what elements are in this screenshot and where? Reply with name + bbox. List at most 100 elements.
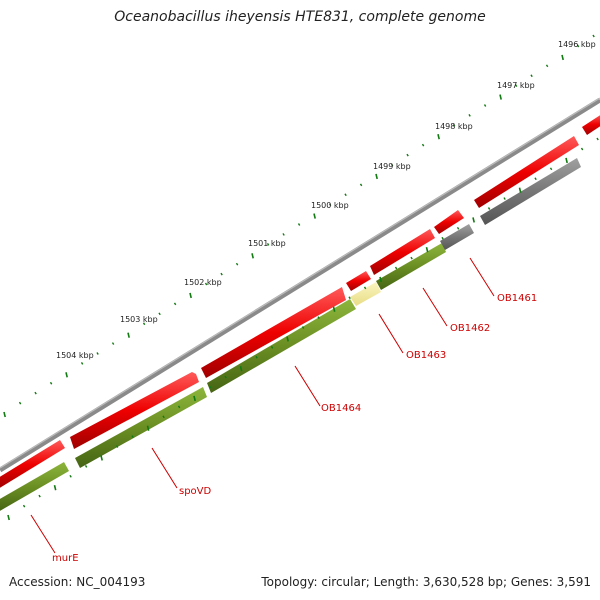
inner-tick xyxy=(7,514,10,521)
ruler-tick xyxy=(34,391,37,395)
gene-OB1462-reverse[interactable] xyxy=(376,243,446,290)
ruler-tick xyxy=(313,213,316,219)
gene-OB1464-forward[interactable] xyxy=(201,287,346,378)
inner-tick xyxy=(255,355,258,359)
ruler-label-1503: 1503 kbp xyxy=(120,315,158,324)
ruler-tick xyxy=(266,242,270,246)
ruler-label-1496: 1496 kbp xyxy=(558,40,596,49)
gene-OB1462-forward[interactable] xyxy=(370,229,435,275)
inner-tick xyxy=(270,345,274,349)
inner-tick xyxy=(69,474,72,478)
gene-OB1463-forward[interactable] xyxy=(346,271,371,291)
gene-murE-reverse[interactable] xyxy=(0,462,69,512)
inner-tick xyxy=(394,266,398,270)
inner-tick xyxy=(286,336,289,342)
map-title: Oceanobacillus iheyensis HTE831, complet… xyxy=(114,9,486,25)
gene-OB1464-reverse[interactable] xyxy=(207,299,356,393)
ruler-tick xyxy=(111,342,115,345)
gene-OB1461-reverse[interactable] xyxy=(440,224,474,250)
ruler-tick xyxy=(251,253,254,259)
ruler-tick xyxy=(220,272,223,276)
ruler-tick xyxy=(235,262,239,266)
ruler-tick xyxy=(3,411,6,418)
gene-next-2-forward[interactable] xyxy=(582,114,600,135)
inner-tick xyxy=(208,385,212,389)
gene-OB1461-forward[interactable] xyxy=(434,210,464,234)
inner-tick xyxy=(596,137,599,141)
inner-tick xyxy=(162,415,165,419)
ruler-tick xyxy=(204,282,208,286)
inner-tick xyxy=(317,316,320,319)
ruler-label-1499: 1499 kbp xyxy=(373,162,411,171)
inner-tick xyxy=(22,504,26,508)
ruler-tick xyxy=(530,74,533,78)
gene-spoVD-reverse[interactable] xyxy=(75,387,207,468)
gene-label-OB1462[interactable]: OB1462 xyxy=(450,323,490,334)
gene-label-OB1461[interactable]: OB1461 xyxy=(497,293,537,304)
ruler-label-1498: 1498 kbp xyxy=(435,122,473,131)
gene-next-1-reverse[interactable] xyxy=(480,158,581,225)
ruler-label-1497: 1497 kbp xyxy=(497,81,535,90)
ruler-label-1504: 1504 kbp xyxy=(56,351,94,360)
inner-tick xyxy=(456,226,460,230)
ruler-tick xyxy=(561,54,564,61)
gene-spoVD-forward[interactable] xyxy=(70,372,199,449)
ruler-tick xyxy=(173,302,177,306)
ruler-tick xyxy=(80,362,84,365)
ruler-labels: 1496 kbp 1497 kbp 1498 kbp 1499 kbp 1500… xyxy=(56,40,596,360)
ruler-tick xyxy=(96,352,99,355)
ruler-tick xyxy=(499,94,502,100)
ruler-label-1500: 1500 kbp xyxy=(311,201,349,210)
ruler-tick xyxy=(297,223,301,226)
ruler-tick xyxy=(452,123,456,127)
inner-tick xyxy=(379,276,382,283)
inner-tick xyxy=(53,485,57,491)
forward-strand-genes[interactable] xyxy=(0,114,600,489)
gene-label-OB1463[interactable]: OB1463 xyxy=(406,350,446,361)
inner-tick xyxy=(131,435,134,439)
gene-labels: OB1461 OB1462 OB1463 OB1464 spoVD murE xyxy=(52,293,537,564)
ruler-tick xyxy=(421,143,425,147)
inner-tick xyxy=(177,405,181,409)
inner-tick xyxy=(146,425,150,431)
genome-backbone xyxy=(0,97,600,473)
inner-tick xyxy=(363,286,367,290)
inner-tick xyxy=(425,246,429,253)
reverse-strand-genes[interactable] xyxy=(0,158,581,512)
gene-label-spoVD[interactable]: spoVD xyxy=(179,486,212,497)
inner-tick xyxy=(38,494,41,498)
inner-tick xyxy=(441,236,444,240)
inner-ticks xyxy=(7,137,599,521)
inner-tick xyxy=(534,177,537,181)
ruler-tick xyxy=(437,134,440,140)
inner-tick xyxy=(348,296,351,300)
inner-tick xyxy=(410,256,413,260)
ruler-tick xyxy=(483,104,487,107)
ruler-label-1501: 1501 kbp xyxy=(248,239,286,248)
inner-tick xyxy=(487,207,491,210)
inner-tick xyxy=(472,217,475,223)
ruler-tick xyxy=(592,34,595,38)
ruler-tick xyxy=(189,292,192,299)
inner-tick xyxy=(565,157,568,164)
inner-tick xyxy=(100,455,103,461)
ruler-tick xyxy=(514,84,518,88)
inner-tick xyxy=(580,147,584,151)
gene-next-1-forward[interactable] xyxy=(474,136,579,208)
ruler-tick xyxy=(328,203,332,207)
ruler-tick xyxy=(576,44,580,48)
ruler-tick xyxy=(158,312,161,316)
gene-OB1463-highlight[interactable] xyxy=(350,282,381,306)
ruler-tick xyxy=(390,163,394,167)
inner-tick xyxy=(518,187,522,193)
inner-tick xyxy=(549,167,553,171)
inner-tick xyxy=(84,465,88,468)
ruler-tick xyxy=(18,401,22,405)
gene-label-OB1464[interactable]: OB1464 xyxy=(321,403,361,414)
ruler-label-1502: 1502 kbp xyxy=(184,278,222,287)
gene-label-murE[interactable]: murE xyxy=(52,553,79,564)
gene-murE-forward[interactable] xyxy=(0,440,65,489)
ruler-tick xyxy=(468,114,471,117)
inner-tick xyxy=(301,326,305,329)
